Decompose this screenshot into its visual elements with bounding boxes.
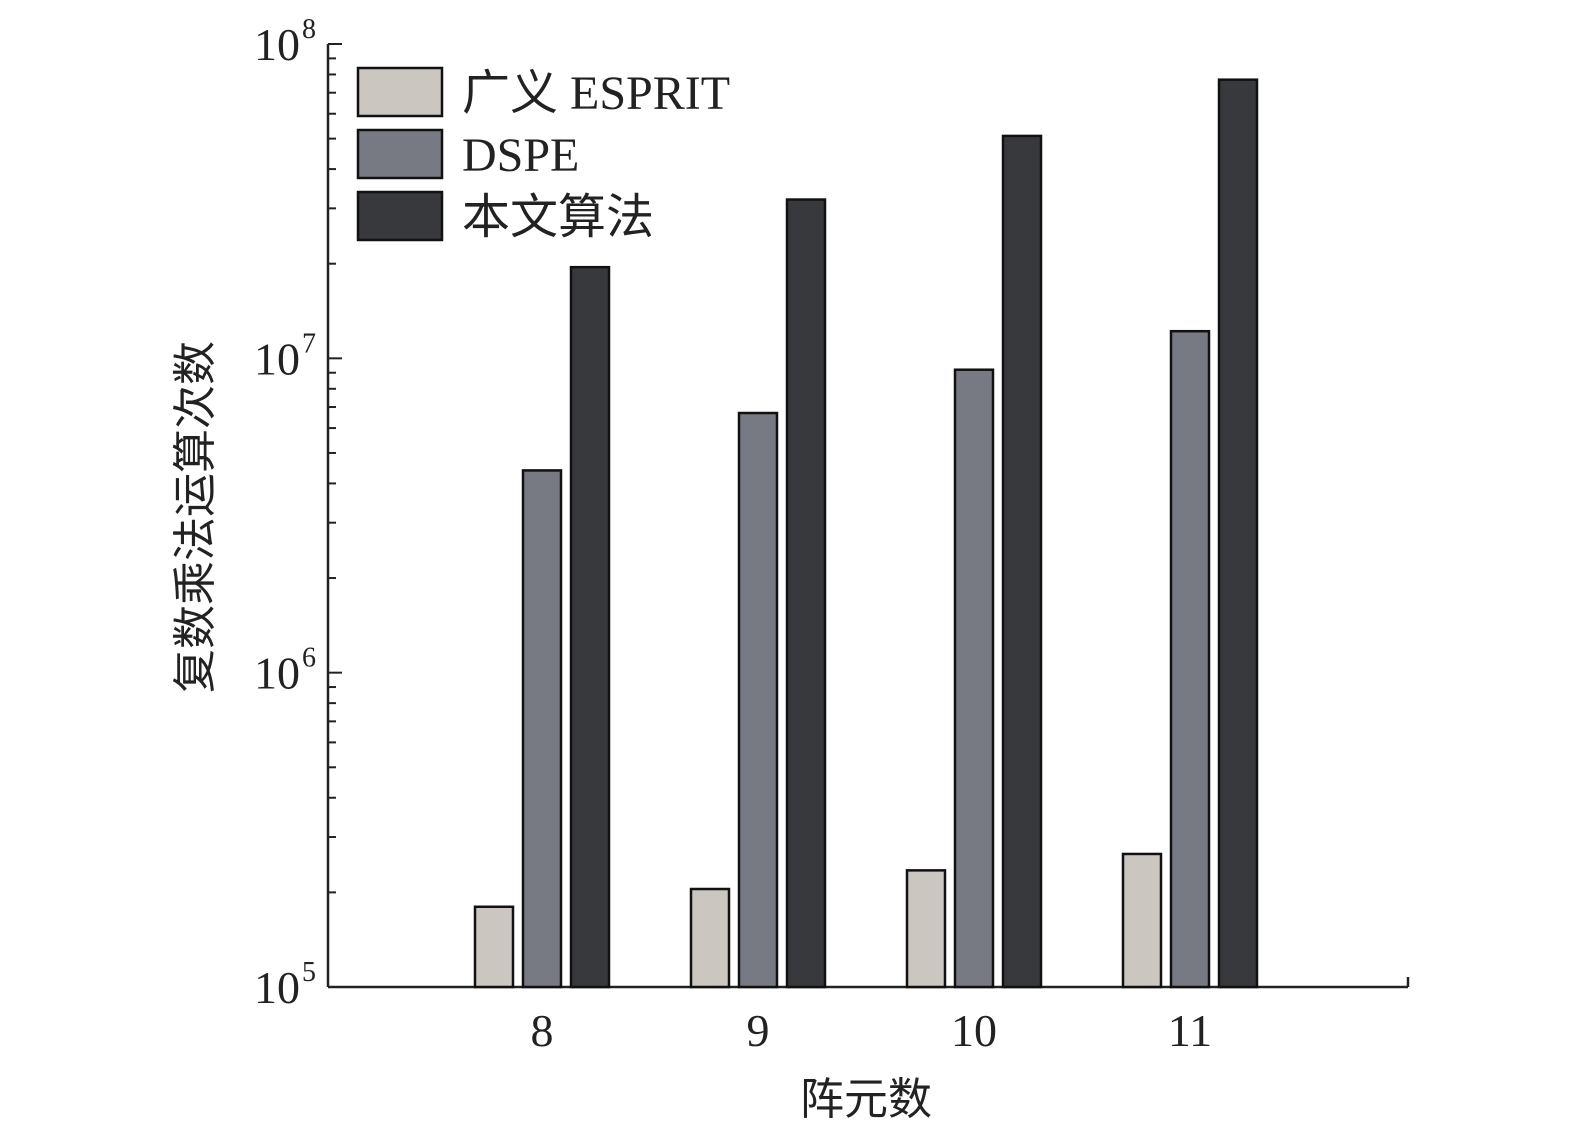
bar [473, 905, 515, 989]
bar [1121, 852, 1163, 989]
x-tick-label: 10 [951, 1005, 997, 1056]
legend-swatch [356, 128, 444, 180]
legend-label: 广义 ESPRIT [462, 67, 730, 120]
legend-swatch [356, 66, 444, 118]
legend-label: DSPE [462, 129, 579, 182]
bar [737, 411, 779, 989]
bar [569, 265, 611, 989]
legend-label: 本文算法 [462, 191, 654, 244]
bar [785, 198, 827, 989]
y-axis-title: 复数乘法运算次数 [170, 341, 221, 693]
x-tick-label: 8 [531, 1005, 554, 1056]
legend-swatch [356, 190, 444, 242]
bar [689, 887, 731, 989]
y-tick-label-base: 10 [254, 19, 300, 70]
y-tick-label-exponent: 8 [302, 14, 316, 45]
y-tick-label-exponent: 7 [302, 328, 316, 359]
bar [1001, 134, 1043, 989]
tick-labels: 10 510 610 710 88 9 10 11 [254, 14, 1212, 1056]
x-axis-title: 阵元数 [800, 1074, 932, 1125]
bar [1217, 78, 1259, 989]
bar [905, 869, 947, 989]
x-tick-label: 9 [747, 1005, 770, 1056]
bar [953, 368, 995, 989]
legend: 广义 ESPRIT DSPE 本文算法 [356, 66, 730, 244]
bar [1169, 329, 1211, 989]
y-tick-label-base: 10 [254, 333, 300, 384]
y-tick-label-exponent: 5 [302, 957, 316, 988]
y-tick-label-exponent: 6 [302, 643, 316, 674]
bar [521, 469, 563, 989]
x-tick-label: 11 [1168, 1005, 1212, 1056]
bars [473, 78, 1259, 989]
y-tick-label-base: 10 [254, 648, 300, 699]
y-tick-label-base: 10 [254, 962, 300, 1013]
